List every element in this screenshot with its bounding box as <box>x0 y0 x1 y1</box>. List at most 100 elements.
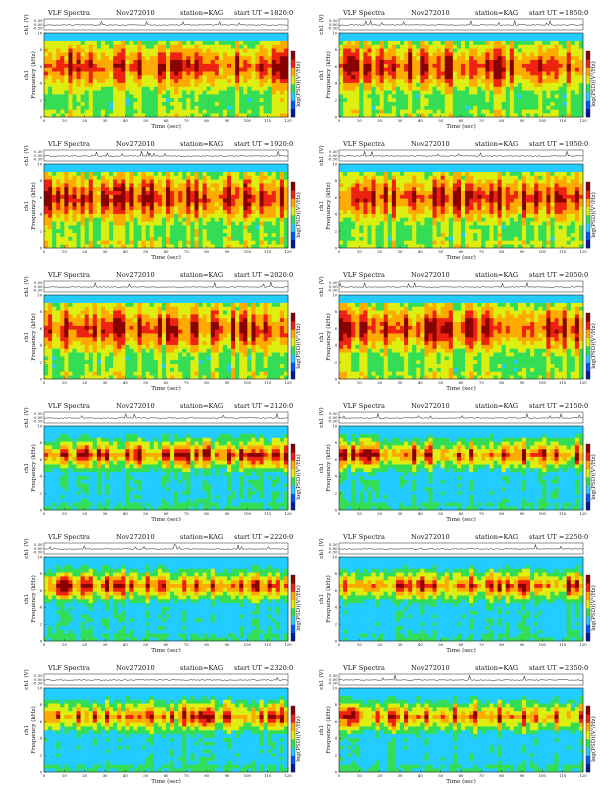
spectrogram-cell <box>279 217 285 222</box>
spectrogram-cell <box>247 40 252 45</box>
spectrogram-cell <box>222 167 228 172</box>
spectrogram-cell <box>178 44 183 49</box>
spectrogram-cell <box>371 67 376 72</box>
spectrogram-cell <box>186 44 191 49</box>
spectrogram-cell <box>235 232 240 237</box>
spectrogram-cell <box>182 240 187 245</box>
spectrogram-cell <box>145 67 151 72</box>
spectrogram-cell <box>387 225 393 230</box>
spectrogram-cell <box>243 228 248 234</box>
spectrogram-cell <box>355 190 360 195</box>
spectrogram-cell <box>235 52 240 57</box>
spectrogram-cell <box>96 44 102 49</box>
x-tick-label: 100 <box>539 118 547 123</box>
spectrogram-cell <box>420 52 425 57</box>
spectrogram-cell <box>375 101 380 106</box>
spectrogram-cell <box>387 94 393 99</box>
spectrogram-cell <box>497 52 502 57</box>
spectrogram-cell <box>461 78 466 83</box>
spectrogram-cell <box>558 33 563 38</box>
spectrogram-cell <box>444 213 450 218</box>
spectrogram-cell <box>255 71 260 76</box>
spectrogram-cell <box>387 90 393 95</box>
spectrogram-cell <box>452 59 458 64</box>
spectrogram-cell <box>461 221 466 226</box>
spectrogram-cell <box>271 48 277 53</box>
spectrogram-cell <box>375 225 380 230</box>
spectrogram-cell <box>68 167 73 172</box>
spectrogram-cell <box>404 97 409 103</box>
spectrogram-cell <box>452 78 458 83</box>
spectrogram-cell <box>526 105 531 110</box>
spectrogram-cell <box>52 221 57 226</box>
spectrogram-cell <box>267 194 273 199</box>
spectrogram-cell <box>513 86 519 91</box>
spectrogram-cell <box>513 101 519 106</box>
spectrogram-cell <box>477 86 482 91</box>
spectrogram-cell <box>149 109 155 114</box>
spectrogram-cell <box>80 52 85 57</box>
spectrogram-cell <box>166 167 171 172</box>
spectrogram-cell <box>214 113 220 118</box>
spectrogram-cell <box>100 167 106 172</box>
spectrogram-cell <box>222 171 228 176</box>
spectrogram-cell <box>206 55 212 61</box>
spectrogram-cell <box>129 109 134 114</box>
spectrogram-cell <box>68 202 73 207</box>
spectrogram-cell <box>534 75 539 80</box>
spectrogram-cell <box>404 75 409 80</box>
spectrogram-cell <box>271 59 277 64</box>
spectrogram-cell <box>497 75 502 80</box>
spectrogram-cell <box>363 59 368 64</box>
spectrogram-cell <box>481 228 486 234</box>
spectrogram-cell <box>227 40 232 45</box>
title-start-time: 1920:0 <box>270 140 294 148</box>
spectrogram-cell <box>231 202 236 207</box>
spectrogram-cell <box>198 228 203 234</box>
spectrogram-cell <box>440 217 446 222</box>
spectrogram-cell <box>239 206 244 211</box>
spectrogram-cell <box>259 206 264 211</box>
spectrogram-cell <box>420 36 425 41</box>
spectrogram-cell <box>383 167 389 172</box>
spectrogram-cell <box>440 97 446 103</box>
spectrogram-cell <box>100 52 106 57</box>
spectrogram-cell <box>424 217 429 222</box>
spectrogram-cell <box>428 183 433 188</box>
spectrogram-cell <box>395 86 401 91</box>
spectrogram-cell <box>64 202 69 207</box>
spectrogram-cell <box>267 244 273 249</box>
spectrogram-cell <box>235 179 240 184</box>
spectrogram-cell <box>387 63 393 68</box>
spectrogram-cell <box>339 59 344 64</box>
spectrogram-cell <box>473 175 478 180</box>
spectrogram-cell <box>190 217 195 222</box>
spectrogram-cell <box>182 75 187 80</box>
spectrogram-cell <box>448 167 454 172</box>
spectrogram-cell <box>64 94 69 99</box>
spectrogram-cell <box>198 240 203 245</box>
spectrogram-cell <box>113 105 118 110</box>
spectrogram-cell <box>52 113 57 118</box>
spectrogram-cell <box>198 113 203 118</box>
spectrogram-cell <box>271 109 277 114</box>
spectrogram-cell <box>198 78 203 83</box>
spectrogram-cell <box>546 109 551 114</box>
spectrogram-cell <box>489 217 494 222</box>
spectrogram-cell <box>235 67 240 72</box>
spectrogram-cell <box>202 202 207 207</box>
spectrogram-cell <box>141 40 146 45</box>
spectrogram-cell <box>379 186 385 192</box>
spectrogram-cell <box>432 78 437 83</box>
spectrogram-cell <box>452 63 458 68</box>
spectrogram-cell <box>113 228 118 234</box>
spectrogram-cell <box>80 113 85 118</box>
spectrogram-cell <box>343 213 348 218</box>
spectrogram-cell <box>550 75 555 80</box>
spectrogram-cell <box>239 225 244 230</box>
spectrogram-cell <box>60 175 65 180</box>
spectrogram-cell <box>182 55 187 61</box>
spectrogram-cell <box>259 67 264 72</box>
spectrogram-cell <box>145 221 151 226</box>
